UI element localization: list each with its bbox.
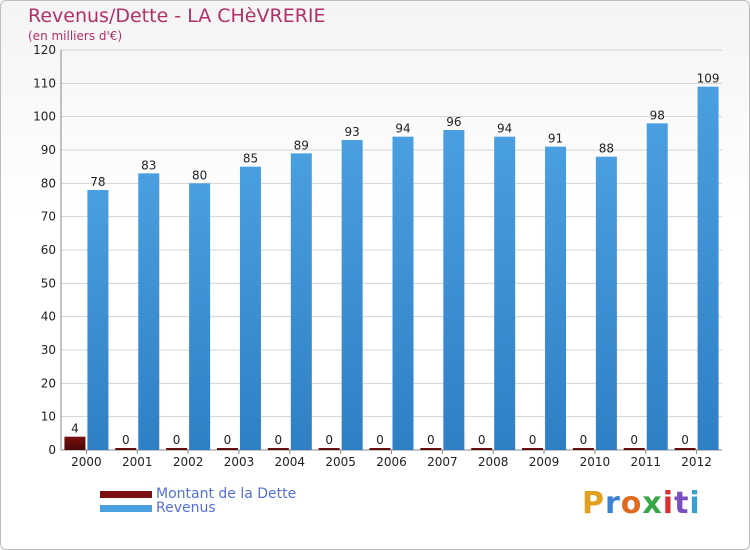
bar-revenue — [189, 183, 211, 451]
legend-label-debt: Montant de la Dette — [156, 486, 297, 502]
y-tick-label: 30 — [41, 343, 56, 357]
bar-debt — [267, 448, 289, 450]
y-tick-label: 120 — [33, 43, 56, 57]
data-label-revenue: 89 — [294, 138, 309, 152]
bar-debt — [369, 448, 391, 450]
bar-revenue — [392, 136, 414, 450]
x-tick-label: 2000 — [71, 455, 102, 469]
data-label-debt: 0 — [529, 433, 537, 447]
y-tick-label: 90 — [41, 143, 56, 157]
data-label-debt: 0 — [681, 433, 689, 447]
bar-debt — [318, 448, 340, 450]
y-tick-label: 20 — [41, 376, 56, 390]
data-label-debt: 0 — [325, 433, 333, 447]
data-label-revenue: 109 — [697, 72, 720, 86]
y-tick-label: 40 — [41, 310, 56, 324]
data-label-revenue: 91 — [548, 132, 563, 146]
logo-letter: r — [605, 486, 621, 521]
data-label-debt: 0 — [274, 433, 282, 447]
bar-debt — [64, 436, 86, 450]
data-label-revenue: 80 — [192, 168, 207, 182]
bar-debt — [166, 448, 188, 450]
proxiti-logo: Proxiti — [582, 486, 701, 521]
data-label-revenue: 93 — [345, 125, 360, 139]
data-label-debt: 0 — [427, 433, 435, 447]
bar-revenue — [341, 140, 363, 450]
x-tick-label: 2005 — [325, 455, 356, 469]
data-label-revenue: 83 — [141, 158, 156, 172]
x-tick-label: 2002 — [173, 455, 204, 469]
bar-revenue — [239, 166, 261, 450]
x-tick-label: 2011 — [630, 455, 661, 469]
bar-revenue — [87, 190, 109, 450]
legend-item-debt: Montant de la Dette — [100, 486, 297, 502]
y-tick-label: 70 — [41, 210, 56, 224]
y-tick-label: 50 — [41, 276, 56, 290]
chart-subtitle: (en milliers d'€) — [28, 29, 123, 43]
bar-debt — [623, 448, 645, 450]
x-tick-label: 2004 — [275, 455, 306, 469]
data-label-debt: 0 — [224, 433, 232, 447]
data-label-debt: 0 — [478, 433, 486, 447]
data-label-revenue: 88 — [599, 142, 614, 156]
bar-debt — [674, 448, 696, 450]
data-label-revenue: 78 — [90, 175, 105, 189]
data-label-debt: 4 — [71, 422, 79, 436]
data-label-debt: 0 — [173, 433, 181, 447]
y-tick-label: 80 — [41, 176, 56, 190]
logo-letter: i — [689, 486, 701, 521]
x-tick-label: 2001 — [122, 455, 153, 469]
bar-revenue — [697, 86, 719, 451]
x-tick-label: 2009 — [529, 455, 560, 469]
y-tick-label: 100 — [33, 110, 56, 124]
bar-debt — [216, 448, 238, 450]
data-label-debt: 0 — [376, 433, 384, 447]
bar-revenue — [646, 123, 668, 450]
bar-revenue — [595, 156, 617, 450]
bar-debt — [572, 448, 594, 450]
logo-letter: P — [582, 486, 605, 521]
y-tick-label: 60 — [41, 243, 56, 257]
chart-title: Revenus/Dette - LA CHèVRERIE — [28, 5, 326, 27]
x-tick-label: 2012 — [681, 455, 712, 469]
data-label-debt: 0 — [122, 433, 130, 447]
data-label-debt: 0 — [630, 433, 638, 447]
data-label-revenue: 98 — [650, 108, 665, 122]
legend-swatch-debt — [100, 490, 152, 498]
bar-revenue — [545, 146, 567, 450]
legend-swatch-revenue — [100, 504, 152, 512]
bar-revenue — [494, 136, 516, 450]
bar-revenue — [443, 130, 465, 450]
y-tick-label: 0 — [48, 443, 56, 457]
logo-letter: t — [674, 486, 690, 521]
x-tick-label: 2003 — [224, 455, 255, 469]
data-label-revenue: 94 — [497, 122, 512, 136]
bar-debt — [115, 448, 137, 450]
legend-label-revenue: Revenus — [156, 500, 216, 516]
data-label-revenue: 85 — [243, 152, 258, 166]
bar-debt — [522, 448, 544, 450]
x-tick-label: 2007 — [427, 455, 458, 469]
bar-debt — [420, 448, 442, 450]
logo-letter: o — [620, 486, 643, 521]
bar-revenue — [138, 173, 160, 451]
data-label-revenue: 94 — [395, 122, 410, 136]
bar-debt — [471, 448, 493, 450]
x-tick-label: 2010 — [580, 455, 611, 469]
data-label-revenue: 96 — [446, 115, 461, 129]
y-tick-label: 10 — [41, 410, 56, 424]
logo-letter: x — [642, 486, 663, 521]
x-tick-label: 2008 — [478, 455, 509, 469]
data-label-debt: 0 — [580, 433, 588, 447]
legend-item-revenue: Revenus — [100, 500, 216, 516]
x-tick-label: 2006 — [376, 455, 407, 469]
bar-revenue — [290, 153, 312, 451]
logo-letter: i — [662, 486, 675, 521]
y-tick-label: 110 — [33, 76, 56, 90]
